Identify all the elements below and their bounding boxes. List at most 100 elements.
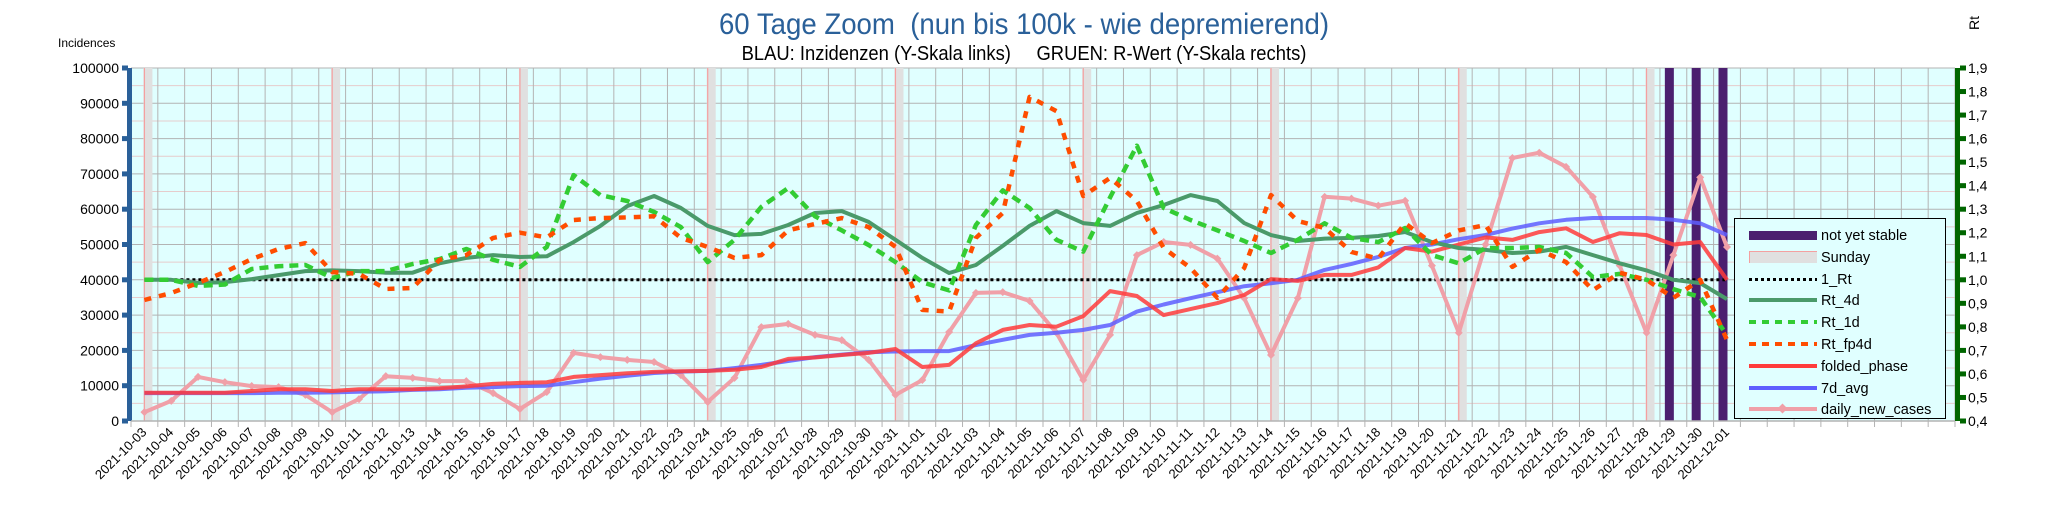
data-point-daily-new-cases	[1508, 154, 1517, 163]
sunday-bar	[1645, 68, 1655, 421]
y-tick-label-right: 1,0	[1968, 272, 1988, 288]
legend-swatch	[1749, 269, 1817, 291]
y-tick-right	[1960, 230, 1966, 236]
y-tick-label-right: 1,3	[1968, 201, 1988, 217]
data-point-daily-new-cases	[703, 397, 712, 406]
series-folded-phase	[144, 226, 1729, 395]
data-point-daily-new-cases	[328, 408, 337, 417]
not-yet-stable-bar	[1691, 68, 1701, 421]
data-point-daily-new-cases	[247, 382, 256, 391]
legend-item-sunday: Sunday	[1749, 247, 1870, 269]
chart-subtitle: BLAU: Inzidenzen (Y-Skala links) GRUEN: …	[741, 43, 1307, 65]
y-tick-right	[1960, 159, 1966, 165]
y-tick-label-right: 1,4	[1968, 178, 1988, 194]
y-axis-left	[127, 68, 132, 421]
chart-title: 60 Tage Zoom (nun bis 100k - wie depremi…	[718, 8, 1330, 41]
y-tick-label-left: 30000	[80, 307, 119, 323]
data-point-daily-new-cases	[355, 395, 363, 404]
y-tick-right	[1960, 65, 1966, 71]
data-point-daily-new-cases	[542, 388, 551, 397]
data-point-daily-new-cases	[1213, 254, 1222, 263]
legend-swatch	[1749, 356, 1817, 378]
diamond-marker-icon	[1777, 403, 1788, 414]
legend-swatch	[1749, 290, 1817, 312]
data-point-daily-new-cases	[623, 355, 632, 364]
data-point-daily-new-cases	[757, 323, 766, 332]
y-tick-label-right: 0,5	[1968, 389, 1988, 405]
y-tick-label-right: 1,7	[1968, 107, 1988, 123]
y-tick-left	[122, 171, 128, 177]
data-point-daily-new-cases	[1293, 294, 1302, 303]
data-point-daily-new-cases	[1481, 240, 1490, 249]
y-tick-label-left: 100000	[72, 60, 119, 76]
legend-label: Rt_1d	[1821, 315, 1860, 332]
y-tick-label-right: 0,6	[1968, 366, 1988, 382]
series-daily-new-cases	[143, 150, 1729, 415]
data-point-daily-new-cases	[945, 328, 954, 337]
legend-swatch	[1749, 378, 1817, 400]
y-tick-label-right: 0,4	[1968, 413, 1988, 429]
data-point-daily-new-cases	[381, 372, 390, 381]
data-point-daily-new-cases	[1106, 330, 1115, 339]
data-point-daily-new-cases	[891, 390, 900, 399]
data-point-daily-new-cases	[435, 377, 444, 386]
y-axis-right	[1955, 68, 1960, 421]
y-tick-right	[1960, 277, 1966, 283]
legend-label: daily_new_cases	[1821, 402, 1932, 419]
data-point-daily-new-cases	[515, 404, 524, 413]
legend-label: 7d_avg	[1821, 380, 1869, 397]
y-tick-left	[122, 100, 128, 106]
chart-legend: not yet stable Sunday 1_Rt Rt_4d Rt_1d Rt_fp4…	[1734, 218, 1946, 419]
data-point-daily-new-cases	[864, 355, 873, 364]
series-Rt-4d	[144, 193, 1729, 301]
y-tick-left	[122, 312, 128, 318]
y-tick-label-right: 1,5	[1968, 154, 1988, 170]
y-tick-label-left: 40000	[80, 272, 119, 288]
y-tick-left	[122, 418, 128, 424]
data-point-daily-new-cases	[1588, 192, 1597, 201]
legend-label: 1_Rt	[1821, 271, 1852, 288]
y-tick-right	[1960, 183, 1966, 189]
y-tick-right	[1960, 89, 1966, 95]
y-tick-right	[1960, 418, 1966, 424]
data-point-daily-new-cases	[1454, 328, 1463, 337]
y-tick-label-left: 90000	[80, 95, 119, 111]
y-tick-label-left: 20000	[80, 342, 119, 358]
data-point-daily-new-cases	[140, 408, 149, 417]
data-point-daily-new-cases	[730, 373, 739, 382]
y-tick-label-right: 0,8	[1968, 319, 1988, 335]
y-tick-left	[122, 65, 128, 71]
y-axis-left-label: Incidences	[58, 36, 116, 50]
sunday-bar	[518, 68, 528, 421]
data-point-daily-new-cases	[1723, 242, 1731, 251]
y-tick-right	[1960, 300, 1966, 306]
data-point-daily-new-cases	[1132, 251, 1141, 260]
y-tick-label-right: 1,6	[1968, 131, 1988, 147]
y-tick-label-right: 0,7	[1968, 342, 1988, 358]
data-point-daily-new-cases	[998, 288, 1007, 297]
legend-item-rt-4d: Rt_4d	[1749, 290, 1860, 312]
legend-item-1-rt: 1_Rt	[1749, 269, 1852, 291]
legend-swatch	[1749, 225, 1817, 247]
y-tick-right	[1960, 371, 1966, 377]
sunday-bar	[143, 68, 153, 421]
data-point-daily-new-cases	[194, 372, 203, 381]
data-point-daily-new-cases	[1669, 251, 1678, 260]
y-tick-right	[1960, 112, 1966, 118]
y-tick-left	[122, 206, 128, 212]
series-Rt-1d	[144, 143, 1729, 337]
y-tick-right	[1960, 394, 1966, 400]
sunday-bar	[331, 68, 341, 421]
legend-label: not yet stable	[1821, 228, 1908, 244]
data-point-daily-new-cases	[1427, 261, 1436, 270]
data-point-daily-new-cases	[811, 330, 819, 339]
y-tick-left	[122, 136, 128, 142]
legend-label: folded_phase	[1821, 358, 1909, 375]
legend-swatch	[1749, 399, 1817, 421]
y-tick-label-left: 0	[111, 413, 119, 429]
y-tick-right	[1960, 253, 1966, 259]
legend-label: Sunday	[1821, 249, 1871, 266]
y-tick-right	[1960, 206, 1966, 212]
data-point-daily-new-cases	[1401, 196, 1410, 205]
